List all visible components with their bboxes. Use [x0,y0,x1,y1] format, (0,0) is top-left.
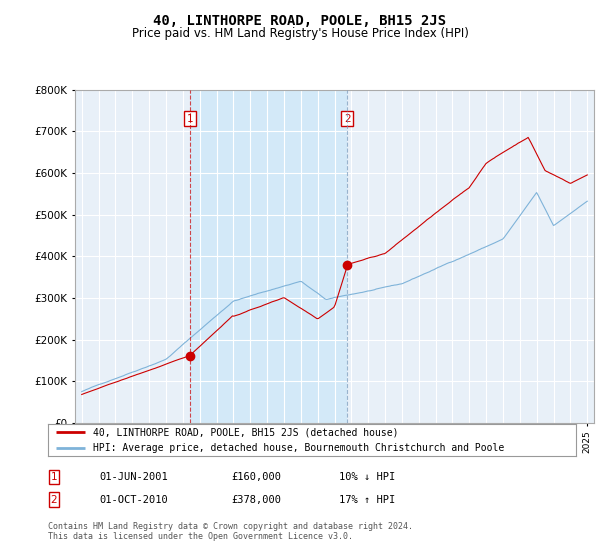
Text: 40, LINTHORPE ROAD, POOLE, BH15 2JS (detached house): 40, LINTHORPE ROAD, POOLE, BH15 2JS (det… [93,427,398,437]
Text: £160,000: £160,000 [231,472,281,482]
Text: HPI: Average price, detached house, Bournemouth Christchurch and Poole: HPI: Average price, detached house, Bour… [93,444,504,453]
Text: Price paid vs. HM Land Registry's House Price Index (HPI): Price paid vs. HM Land Registry's House … [131,27,469,40]
Text: £378,000: £378,000 [231,494,281,505]
Text: 17% ↑ HPI: 17% ↑ HPI [339,494,395,505]
Text: 40, LINTHORPE ROAD, POOLE, BH15 2JS: 40, LINTHORPE ROAD, POOLE, BH15 2JS [154,14,446,28]
Text: 01-OCT-2010: 01-OCT-2010 [99,494,168,505]
Text: Contains HM Land Registry data © Crown copyright and database right 2024.
This d: Contains HM Land Registry data © Crown c… [48,522,413,542]
Bar [190,90,347,423]
Text: 01-JUN-2001: 01-JUN-2001 [99,472,168,482]
Text: 2: 2 [344,114,350,124]
Text: 2: 2 [50,494,58,505]
Text: 10% ↓ HPI: 10% ↓ HPI [339,472,395,482]
Text: 1: 1 [50,472,58,482]
Text: 1: 1 [187,114,193,124]
